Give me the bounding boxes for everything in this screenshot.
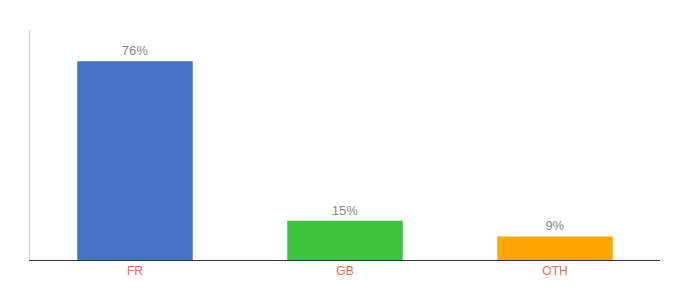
svg-text:15%: 15% [332, 203, 358, 218]
svg-text:GB: GB [336, 264, 353, 278]
svg-text:OTH: OTH [542, 264, 567, 278]
svg-text:9%: 9% [545, 218, 564, 233]
svg-text:76%: 76% [122, 43, 148, 58]
svg-text:FR: FR [127, 264, 143, 278]
